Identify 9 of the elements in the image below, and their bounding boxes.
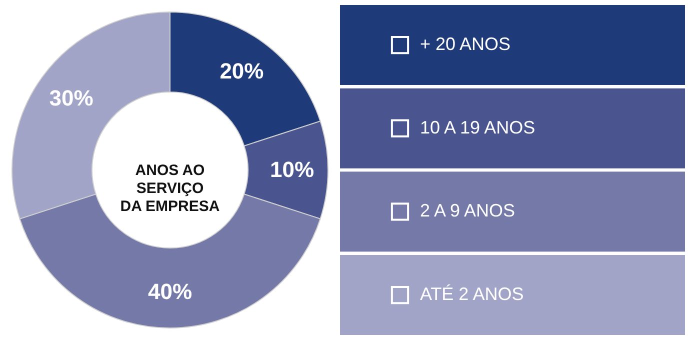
legend-label: 2 A 9 ANOS [420,200,516,221]
data-label: 30% [49,85,94,110]
data-label: 10% [270,157,314,182]
legend-label: 10 A 19 ANOS [420,117,536,138]
data-label: 40% [148,279,192,304]
data-label: 20% [220,58,264,84]
legend-label: ATÉ 2 ANOS [420,284,524,304]
legend-label: + 20 ANOS [420,34,511,54]
text: ANOS AO SERVIÇO DA EMPRESA [120,162,220,215]
